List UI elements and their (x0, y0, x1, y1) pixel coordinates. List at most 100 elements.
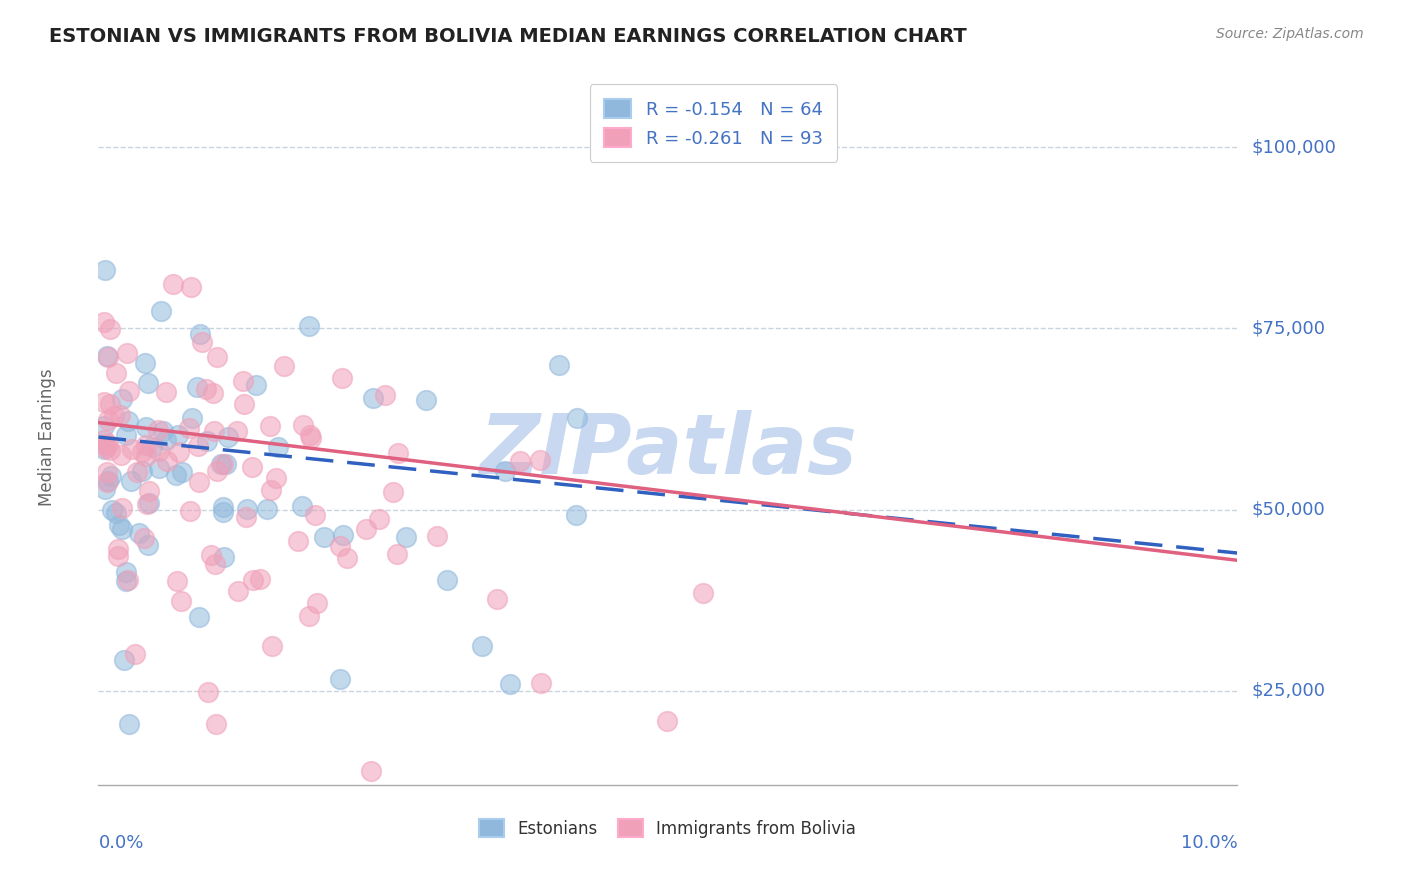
Point (207, 464, 229, 478)
Point (567, 410, 589, 425)
Point (118, 717, 141, 731)
Point (96, 475, 118, 489)
Point (96, 465, 118, 479)
Point (485, 592, 508, 607)
Point (209, 457, 232, 471)
Point (232, 375, 254, 389)
Text: $100,000: $100,000 (1251, 138, 1336, 156)
Point (191, 334, 214, 349)
Point (292, 418, 315, 433)
Point (93, 433, 115, 447)
Point (97, 474, 120, 488)
Point (155, 434, 177, 448)
Point (188, 327, 211, 342)
Point (121, 442, 143, 456)
Point (387, 547, 409, 561)
Point (117, 346, 139, 360)
Point (148, 461, 170, 475)
Point (494, 464, 516, 478)
Point (197, 685, 219, 699)
Point (117, 573, 139, 587)
Point (360, 764, 382, 779)
Point (107, 549, 129, 563)
Point (146, 423, 169, 437)
Point (136, 376, 159, 390)
Text: $25,000: $25,000 (1251, 681, 1326, 699)
Point (395, 530, 418, 544)
Point (136, 538, 159, 552)
Point (329, 673, 352, 687)
Point (155, 385, 177, 400)
Point (94, 442, 117, 456)
Point (135, 449, 157, 463)
Point (97, 350, 120, 364)
Point (212, 505, 235, 519)
Point (138, 496, 160, 510)
Point (125, 466, 148, 480)
Point (118, 384, 141, 399)
Point (186, 380, 208, 394)
Point (94, 482, 117, 496)
Point (152, 425, 174, 439)
Point (565, 508, 588, 522)
Point (330, 371, 353, 385)
Point (426, 529, 449, 543)
Point (509, 454, 531, 468)
Point (299, 431, 322, 445)
Point (93, 418, 115, 433)
Point (187, 475, 209, 490)
Point (135, 420, 157, 434)
Point (103, 409, 125, 424)
Point (211, 457, 233, 471)
Point (200, 548, 222, 562)
Text: Median Earnings: Median Earnings (38, 368, 56, 506)
Point (259, 418, 281, 433)
Point (135, 497, 157, 511)
Point (115, 574, 138, 589)
Point (381, 485, 404, 500)
Point (110, 392, 132, 407)
Point (96, 349, 118, 363)
Point (260, 639, 283, 653)
Point (165, 467, 187, 482)
Point (217, 430, 239, 444)
Point (110, 522, 132, 536)
Point (297, 319, 319, 334)
Point (195, 382, 218, 396)
Point (212, 550, 235, 565)
Point (115, 566, 138, 580)
Point (240, 459, 263, 474)
Point (249, 572, 271, 586)
Point (93, 262, 115, 277)
Point (101, 503, 124, 517)
Point (187, 609, 209, 624)
Point (166, 427, 188, 442)
Point (166, 574, 188, 588)
Point (354, 522, 377, 536)
Point (180, 410, 202, 425)
Point (162, 277, 184, 291)
Point (655, 714, 678, 728)
Point (204, 558, 226, 572)
Point (332, 528, 354, 542)
Point (96, 437, 118, 451)
Point (235, 510, 257, 524)
Point (135, 437, 157, 451)
Point (291, 499, 314, 513)
Point (104, 367, 127, 381)
Text: Source: ZipAtlas.com: Source: ZipAtlas.com (1216, 27, 1364, 41)
Point (141, 440, 163, 454)
Point (212, 500, 235, 515)
Point (107, 542, 129, 557)
Point (149, 304, 172, 318)
Point (148, 444, 170, 458)
Point (108, 409, 131, 423)
Point (204, 717, 226, 731)
Point (98, 396, 121, 410)
Point (233, 397, 256, 411)
Point (228, 584, 250, 599)
Point (131, 464, 153, 478)
Point (471, 639, 494, 653)
Point (202, 385, 225, 400)
Point (100, 468, 122, 483)
